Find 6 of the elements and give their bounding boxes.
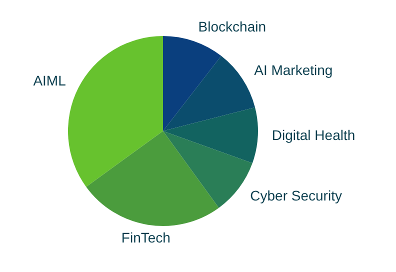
slice-label: FinTech xyxy=(121,230,170,246)
slice-label: Blockchain xyxy=(198,18,266,35)
slice-label: Cyber Security xyxy=(250,187,342,204)
slice-label: AI Marketing xyxy=(254,62,333,78)
slice-label: Digital Health xyxy=(272,126,356,143)
slice-label: AIML xyxy=(33,72,66,88)
